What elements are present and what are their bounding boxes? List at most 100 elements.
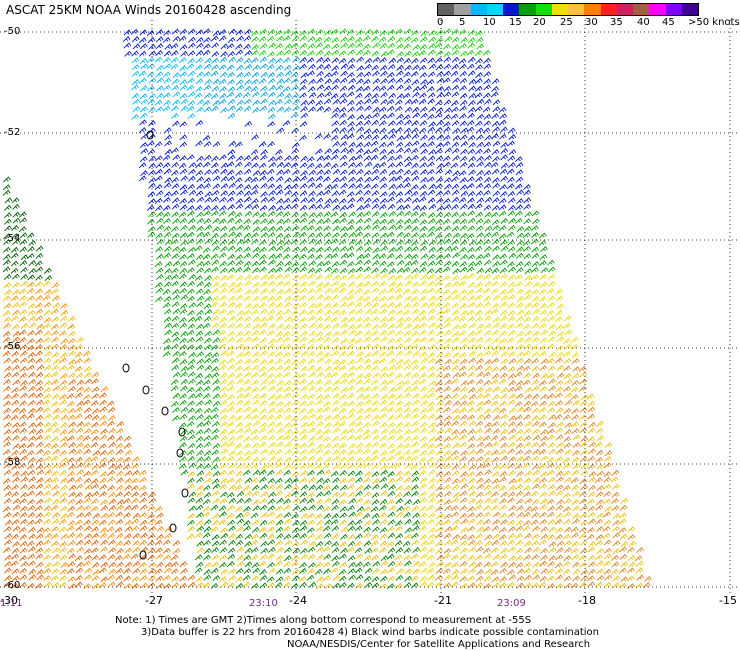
wind-barb [196,400,204,407]
wind-barb [338,365,347,372]
wind-barb [411,413,419,420]
wind-barb [204,57,213,64]
wind-barb [235,254,243,261]
wind-barb [179,198,188,205]
wind-barb [508,415,517,422]
wind-barb [194,407,203,414]
wind-barb [27,330,35,337]
wind-barb [244,477,253,484]
wind-barb [331,232,340,239]
wind-barb [338,50,347,57]
wind-barb [306,497,315,504]
wind-barb [340,42,349,49]
wind-barb [300,393,309,400]
wind-barb [347,476,356,483]
wind-barb [259,322,268,329]
wind-barb [355,456,364,463]
wind-barb [196,225,204,232]
wind-barb [307,288,315,295]
wind-barb [579,561,588,568]
wind-barb [260,295,269,302]
wind-barb [555,434,564,441]
wind-barb [194,245,203,252]
wind-barb [436,92,445,99]
wind-barb [59,505,68,512]
wind-barb [410,147,419,154]
wind-barb [299,429,308,436]
wind-barb [43,387,52,394]
wind-barb [331,261,340,268]
wind-barb [612,513,621,520]
wind-barb [522,485,531,492]
wind-barb [196,463,204,470]
wind-barb [179,141,188,148]
wind-barb [476,113,485,120]
wind-barb [99,420,108,427]
wind-barb [444,169,453,176]
wind-barb [298,253,307,260]
wind-barb [436,85,445,92]
wind-barb [83,448,92,455]
wind-barb [530,344,539,351]
wind-barb [338,575,347,582]
wind-barb [403,449,411,456]
wind-barb [171,322,180,329]
wind-barb [468,561,477,568]
wind-barb [580,519,588,526]
wind-barb [347,413,355,420]
wind-barb [219,463,227,470]
wind-barb [19,555,28,562]
wind-barb [12,407,20,414]
wind-barb [243,43,251,50]
wind-barb [395,253,403,260]
wind-barb [211,42,220,49]
wind-barb [258,302,267,309]
wind-barb [219,527,228,534]
wind-barb [275,225,284,232]
wind-barb [11,371,20,378]
wind-barb [130,28,139,35]
wind-barb [235,372,243,379]
lon-label-21: -21 [434,594,452,607]
wind-barb [291,281,300,288]
wind-barb [451,196,460,203]
wind-barb [235,428,244,435]
wind-barb [59,554,68,561]
wind-barb [467,134,476,141]
wind-barb [179,393,188,400]
wind-barb [291,267,300,274]
wind-barb [484,540,493,547]
wind-barb [212,30,221,37]
wind-barb [59,462,67,469]
wind-barb [203,435,212,442]
wind-barb [108,539,116,546]
wind-barb [283,77,291,84]
wind-barb [236,224,244,231]
wind-barb [467,295,476,302]
wind-barb [419,575,428,582]
wind-barb [156,582,165,589]
wind-barb [484,154,492,161]
wind-barb [387,63,396,70]
wind-barb [403,401,412,408]
wind-barb [547,442,556,449]
wind-barb [11,449,20,456]
wind-barb [179,267,188,274]
wind-barb [434,280,443,287]
wind-barb [467,534,475,541]
wind-barb [3,273,12,280]
wind-barb [522,240,531,247]
wind-barb [402,204,411,211]
wind-barb [307,36,316,43]
wind-barb [59,399,68,406]
wind-barb [210,210,219,217]
wind-barb [283,575,291,582]
wind-barb [35,302,43,309]
wind-barb [452,336,460,343]
wind-barb [203,140,212,148]
wind-barb [402,443,411,450]
wind-barb [403,330,412,337]
wind-barb [227,477,235,484]
wind-barb [43,421,52,428]
wind-barb [339,267,348,274]
